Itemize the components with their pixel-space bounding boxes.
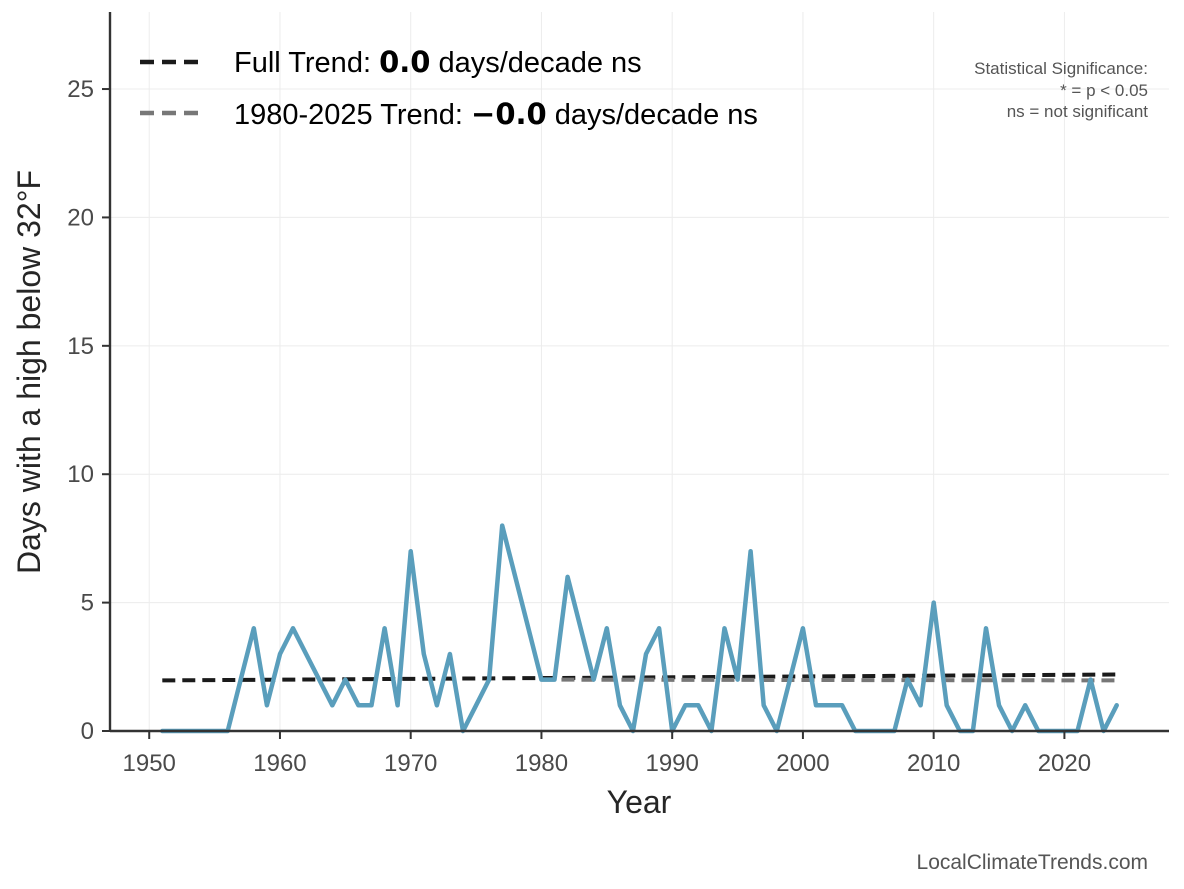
legend-prefix-1980-trend: 1980-2025 Trend: (234, 99, 471, 131)
x-tick-label-2020: 2020 (1038, 750, 1091, 777)
y-tick-label-25: 25 (67, 76, 94, 103)
y-ticks: 0 5 10 15 20 25 (67, 76, 110, 745)
significance-line-2: * = p < 0.05 (1060, 81, 1148, 100)
y-tick-label-20: 20 (67, 204, 94, 231)
x-ticks: 1950 1960 1970 1980 1990 2000 2010 2020 (123, 731, 1091, 777)
legend-value-full-trend: 0.0 (379, 45, 430, 79)
y-tick-label-10: 10 (67, 461, 94, 488)
legend-prefix-full-trend: Full Trend: (234, 47, 379, 79)
x-tick-label-1950: 1950 (123, 750, 176, 777)
data-series (160, 523, 1119, 734)
significance-line-1: Statistical Significance: (974, 59, 1148, 78)
legend-value-1980-trend: −0.0 (471, 97, 547, 131)
series-line-0 (160, 523, 1119, 734)
source-credit: LocalClimateTrends.com (917, 851, 1148, 874)
x-tick-label-1980: 1980 (515, 750, 568, 777)
grid (110, 12, 1169, 732)
axes (108, 12, 1169, 733)
x-tick-label-1960: 1960 (253, 750, 306, 777)
significance-note: Statistical Significance: * = p < 0.05 n… (974, 59, 1148, 121)
y-axis-title: Days with a high below 32°F (11, 170, 47, 574)
trend-line-1980-2025 (541, 677, 1117, 683)
legend-suffix-1980-trend: days/decade ns (547, 99, 758, 131)
legend-suffix-full-trend: days/decade ns (430, 47, 641, 79)
y-tick-label-0: 0 (81, 718, 94, 745)
x-tick-label-1970: 1970 (384, 750, 437, 777)
x-tick-label-1990: 1990 (645, 750, 698, 777)
y-tick-label-5: 5 (81, 590, 94, 617)
legend: Full Trend: 0.0 days/decade ns 1980-2025… (140, 45, 758, 131)
significance-line-3: ns = not significant (1007, 102, 1149, 121)
x-tick-label-2010: 2010 (907, 750, 960, 777)
x-tick-label-2000: 2000 (776, 750, 829, 777)
y-tick-label-15: 15 (67, 333, 94, 360)
trend-lines (162, 672, 1117, 683)
legend-entry-full-trend: Full Trend: 0.0 days/decade ns (234, 45, 642, 79)
legend-entry-1980-trend: 1980-2025 Trend: −0.0 days/decade ns (234, 97, 758, 131)
x-axis-title: Year (607, 784, 672, 820)
